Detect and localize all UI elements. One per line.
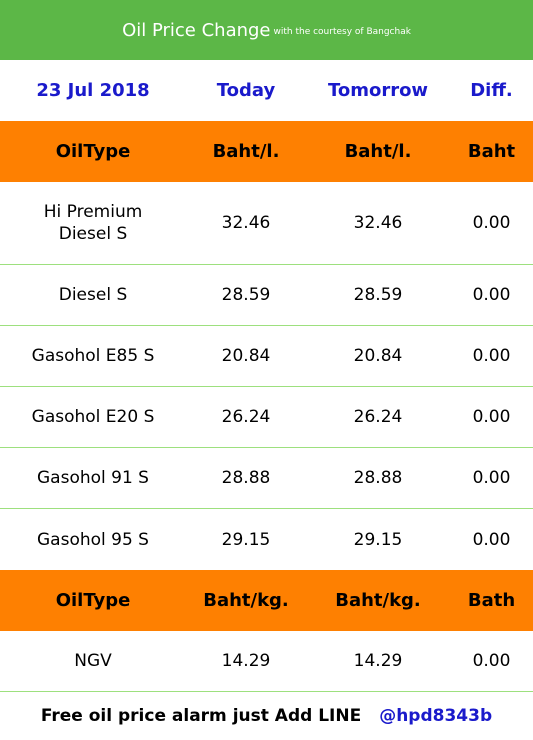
date-row: 23 Jul 2018 Today Tomorrow Diff. <box>0 60 533 121</box>
tomorrow-price: 28.59 <box>353 285 403 305</box>
tomorrow-price: 28.88 <box>353 468 403 488</box>
today-price: 32.46 <box>221 213 271 233</box>
oiltype-column-header: OilType <box>55 141 131 162</box>
table-row: NGV 14.29 14.29 0.00 <box>0 631 533 692</box>
table-row: Gasohol 91 S 28.88 28.88 0.00 <box>0 448 533 509</box>
gas-fuel-table: NGV 14.29 14.29 0.00 <box>0 631 533 692</box>
tomorrow-price: 20.84 <box>353 346 403 366</box>
table-row: Hi Premium Diesel S 32.46 32.46 0.00 <box>0 182 533 265</box>
tomorrow-price: 32.46 <box>353 213 403 233</box>
table-row: Diesel S 28.59 28.59 0.00 <box>0 265 533 326</box>
liquid-fuel-header: OilType Baht/l. Baht/l. Baht <box>0 121 533 182</box>
price-diff: 0.00 <box>472 285 511 305</box>
price-diff: 0.00 <box>472 529 511 550</box>
tomorrow-price: 29.15 <box>353 529 403 550</box>
today-price: 14.29 <box>221 651 271 671</box>
tomorrow-unit-header: Baht/kg. <box>335 590 421 611</box>
tomorrow-unit-header: Baht/l. <box>344 141 412 162</box>
liquid-fuel-table: Hi Premium Diesel S 32.46 32.46 0.00 Die… <box>0 182 533 570</box>
oil-name: Hi Premium Diesel S <box>0 201 186 245</box>
today-price: 26.24 <box>221 407 271 427</box>
diff-unit-header: Bath <box>467 590 516 611</box>
oil-name: NGV <box>74 651 112 671</box>
price-diff: 0.00 <box>472 468 511 488</box>
oil-name: Gasohol E20 S <box>31 407 155 427</box>
line-handle-link[interactable]: @hpd8343b <box>379 706 493 726</box>
tomorrow-heading: Tomorrow <box>327 80 429 101</box>
today-price: 28.59 <box>221 285 271 305</box>
price-diff: 0.00 <box>472 213 511 233</box>
oil-name-line: Hi Premium Diesel S <box>43 202 143 244</box>
tomorrow-price: 14.29 <box>353 651 403 671</box>
today-price: 28.88 <box>221 468 271 488</box>
oil-name: Gasohol 91 S <box>37 468 149 488</box>
line-alarm-footer: Free oil price alarm just Add LINE @hpd8… <box>0 692 533 740</box>
gas-fuel-header: OilType Baht/kg. Baht/kg. Bath <box>0 570 533 631</box>
oil-name: Gasohol E85 S <box>31 346 155 366</box>
price-diff: 0.00 <box>472 651 511 671</box>
price-date: 23 Jul 2018 <box>36 80 150 101</box>
price-diff: 0.00 <box>472 407 511 427</box>
today-unit-header: Baht/kg. <box>203 590 289 611</box>
today-price: 20.84 <box>221 346 271 366</box>
tomorrow-price: 26.24 <box>353 407 403 427</box>
table-row: Gasohol E85 S 20.84 20.84 0.00 <box>0 326 533 387</box>
oiltype-column-header: OilType <box>55 590 131 611</box>
app-title: Oil Price Change <box>122 19 271 41</box>
oil-name: Gasohol 95 S <box>37 529 149 550</box>
price-diff: 0.00 <box>472 346 511 366</box>
today-heading: Today <box>216 80 276 101</box>
oil-name: Diesel S <box>58 285 128 305</box>
today-unit-header: Baht/l. <box>212 141 280 162</box>
table-row: Gasohol 95 S 29.15 29.15 0.00 <box>0 509 533 570</box>
courtesy-note: with the courtesy of Bangchak <box>273 27 411 37</box>
today-price: 29.15 <box>221 529 271 550</box>
footer-message: Free oil price alarm just Add LINE <box>40 706 362 726</box>
app-header: Oil Price Change with the courtesy of Ba… <box>0 0 533 60</box>
table-row: Gasohol E20 S 26.24 26.24 0.00 <box>0 387 533 448</box>
diff-heading: Diff. <box>470 80 513 101</box>
diff-unit-header: Baht <box>467 141 516 162</box>
